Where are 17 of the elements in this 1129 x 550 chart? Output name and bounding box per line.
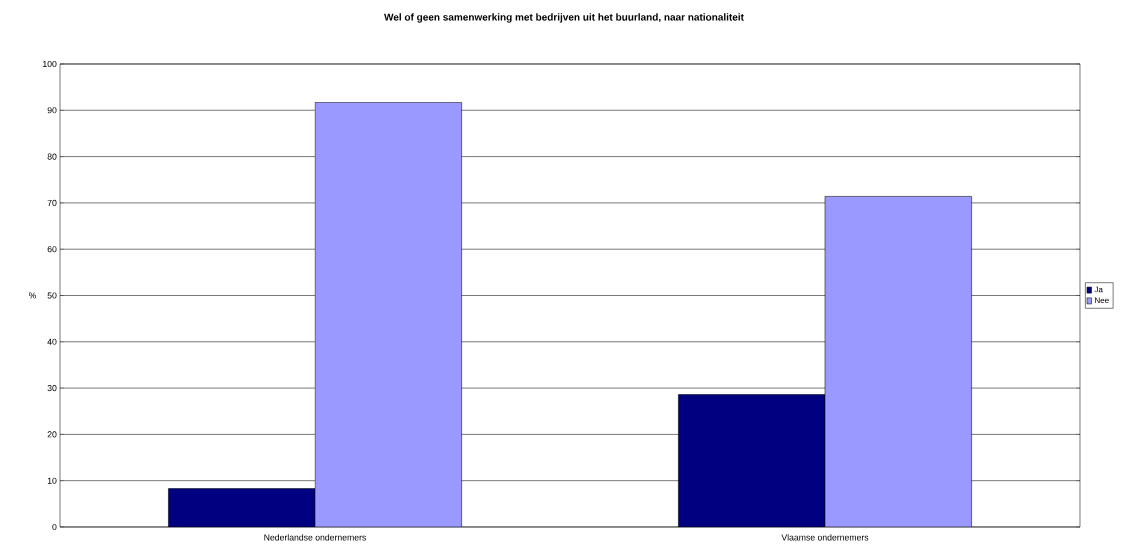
legend-label: Ja: [1094, 286, 1103, 293]
y-tick-label: 60: [47, 246, 57, 253]
y-axis-title: %: [28, 292, 37, 299]
x-tick-label: Vlaamse ondernemers: [781, 534, 869, 541]
y-tick-label: 20: [47, 431, 57, 438]
y-tick-label: 80: [47, 153, 57, 160]
y-tick-label: 30: [47, 385, 57, 392]
y-tick-label: 50: [47, 292, 57, 299]
y-tick-label: 10: [47, 477, 57, 484]
x-tick-label: Nederlandse ondernemers: [264, 534, 366, 541]
y-tick-label: 0: [52, 523, 57, 531]
y-tick-label: 40: [47, 338, 57, 345]
legend-label: Nee: [1095, 297, 1109, 304]
y-tick-label: 70: [47, 199, 57, 206]
y-tick-label: 100: [43, 60, 57, 68]
y-tick-label: 90: [47, 107, 57, 114]
chart-title: Wel of geen samenwerking met bedrijven uit het buurland, naar nationaliteit: [384, 13, 744, 23]
